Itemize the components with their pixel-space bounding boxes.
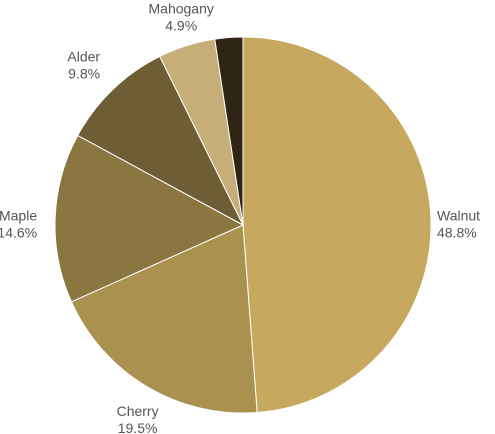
pie-slice-maple (54, 134, 245, 303)
slice-value-mahogany: 4.9% (165, 17, 197, 33)
pie-slices (54, 36, 432, 414)
pie-slice-alder (77, 55, 245, 227)
slice-value-cherry: 19.5% (118, 420, 158, 434)
slice-label-mahogany: Mahogany (149, 0, 214, 16)
slice-value-maple: 14.6% (0, 225, 37, 241)
slice-label-walnut: Walnut (437, 208, 480, 224)
slice-label-cherry: Cherry (117, 403, 159, 419)
pie-slice-cherry (70, 224, 258, 414)
pie-slice-walnut (242, 36, 432, 414)
slice-value-walnut: 48.8% (437, 225, 477, 241)
slice-label-maple: Maple (0, 208, 37, 224)
pie-slice-unlabeled-5 (214, 36, 244, 226)
slice-label-alder: Alder (67, 48, 100, 64)
slice-value-alder: 9.8% (68, 65, 100, 81)
